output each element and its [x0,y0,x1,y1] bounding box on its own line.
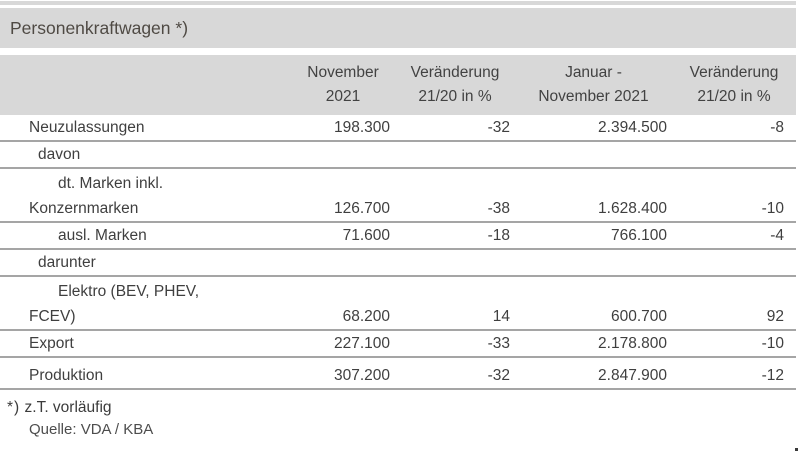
corner-dot [795,448,798,451]
row-label: darunter [0,249,291,277]
cell-november: 198.300 [291,115,395,142]
cell-jan-november: 2.178.800 [515,330,672,358]
row-label: Produktion [0,357,291,390]
table-row-davon: davon [0,141,796,169]
table-row-export: Export 227.100 -33 2.178.800 -10 [0,330,796,358]
cell-november: 307.200 [291,357,395,390]
cell-change-ytd: -4 [672,222,796,250]
cell-november: 71.600 [291,222,395,250]
cell-change-ytd: 92 [672,276,796,331]
table-header: November 2021 Veränderung 21/20 in % Jan… [0,55,796,115]
cell-jan-november: 2.394.500 [515,115,672,142]
column-header-jan-november-2021: Januar - November 2021 [515,55,672,115]
cell-jan-november: 2.847.900 [515,357,672,390]
title-band: Personenkraftwagen *) [0,8,796,48]
cell-change-month: -38 [395,168,515,223]
source-line: Quelle: VDA / KBA [29,421,154,438]
table-row-elektro: Elektro (BEV, PHEV, FCEV) 68.200 14 600.… [0,276,796,331]
column-header-november-2021: November 2021 [291,55,395,115]
cell-november: 126.700 [291,168,395,223]
header-row: November 2021 Veränderung 21/20 in % Jan… [0,55,796,115]
top-strip [0,1,796,5]
passenger-car-table: November 2021 Veränderung 21/20 in % Jan… [0,55,796,390]
table-row-produktion: Produktion 307.200 -32 2.847.900 -12 [0,357,796,390]
cell-change-ytd: -10 [672,168,796,223]
row-label: Export [0,330,291,358]
footnote: *) z.T. vorläufig [0,398,799,418]
column-header-label [0,55,291,115]
column-header-change-ytd: Veränderung 21/20 in % [672,55,796,115]
column-header-change-month: Veränderung 21/20 in % [395,55,515,115]
row-label: Elektro (BEV, PHEV, FCEV) [0,276,291,331]
table-row-ausl-marken: ausl. Marken 71.600 -18 766.100 -4 [0,222,796,250]
row-label: Neuzulassungen [0,115,291,142]
table-row-darunter: darunter [0,249,796,277]
footnote-mark: *) [7,399,21,416]
table-body: Neuzulassungen 198.300 -32 2.394.500 -8 … [0,115,796,390]
cell-change-month: -32 [395,357,515,390]
cell-november: 227.100 [291,330,395,358]
cell-jan-november: 1.628.400 [515,168,672,223]
table-row-dt-marken: dt. Marken inkl. Konzernmarken 126.700 -… [0,168,796,223]
cell-jan-november: 600.700 [515,276,672,331]
cell-jan-november: 766.100 [515,222,672,250]
row-label: ausl. Marken [0,222,291,250]
footnote-text: z.T. vorläufig [24,399,112,416]
cell-change-month: 14 [395,276,515,331]
cell-change-month: -18 [395,222,515,250]
cell-change-ytd: -8 [672,115,796,142]
page-title: Personenkraftwagen *) [10,17,189,38]
cell-change-month: -33 [395,330,515,358]
cell-change-month: -32 [395,115,515,142]
row-label: dt. Marken inkl. Konzernmarken [0,168,291,223]
cell-change-ytd: -10 [672,330,796,358]
table-row-neuzulassungen: Neuzulassungen 198.300 -32 2.394.500 -8 [0,115,796,142]
cell-november: 68.200 [291,276,395,331]
row-label: davon [0,141,291,169]
cell-change-ytd: -12 [672,357,796,390]
